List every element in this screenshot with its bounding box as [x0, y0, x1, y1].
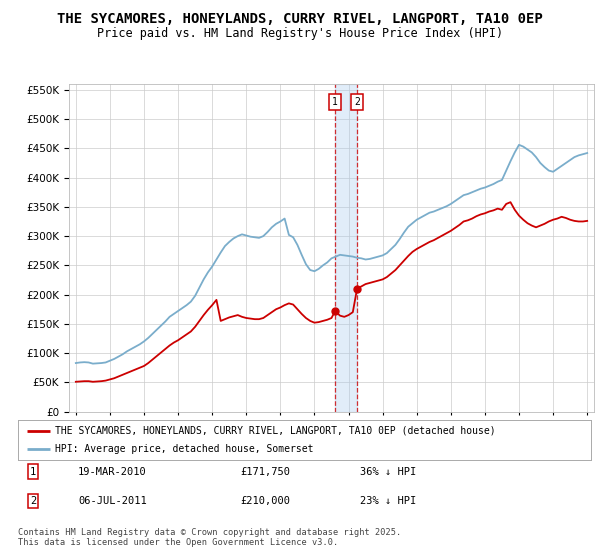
- Text: 2: 2: [30, 496, 36, 506]
- Text: 06-JUL-2011: 06-JUL-2011: [78, 496, 147, 506]
- Text: THE SYCAMORES, HONEYLANDS, CURRY RIVEL, LANGPORT, TA10 0EP (detached house): THE SYCAMORES, HONEYLANDS, CURRY RIVEL, …: [55, 426, 496, 436]
- Text: £171,750: £171,750: [240, 466, 290, 477]
- Bar: [335, 84, 357, 412]
- Text: 23% ↓ HPI: 23% ↓ HPI: [360, 496, 416, 506]
- Text: HPI: Average price, detached house, Somerset: HPI: Average price, detached house, Some…: [55, 445, 314, 454]
- Text: Contains HM Land Registry data © Crown copyright and database right 2025.
This d: Contains HM Land Registry data © Crown c…: [18, 528, 401, 547]
- Text: £210,000: £210,000: [240, 496, 290, 506]
- Text: 2: 2: [354, 97, 360, 107]
- Text: THE SYCAMORES, HONEYLANDS, CURRY RIVEL, LANGPORT, TA10 0EP: THE SYCAMORES, HONEYLANDS, CURRY RIVEL, …: [57, 12, 543, 26]
- Text: 19-MAR-2010: 19-MAR-2010: [78, 466, 147, 477]
- Text: 1: 1: [332, 97, 338, 107]
- Text: 1: 1: [30, 466, 36, 477]
- Text: 36% ↓ HPI: 36% ↓ HPI: [360, 466, 416, 477]
- Text: Price paid vs. HM Land Registry's House Price Index (HPI): Price paid vs. HM Land Registry's House …: [97, 27, 503, 40]
